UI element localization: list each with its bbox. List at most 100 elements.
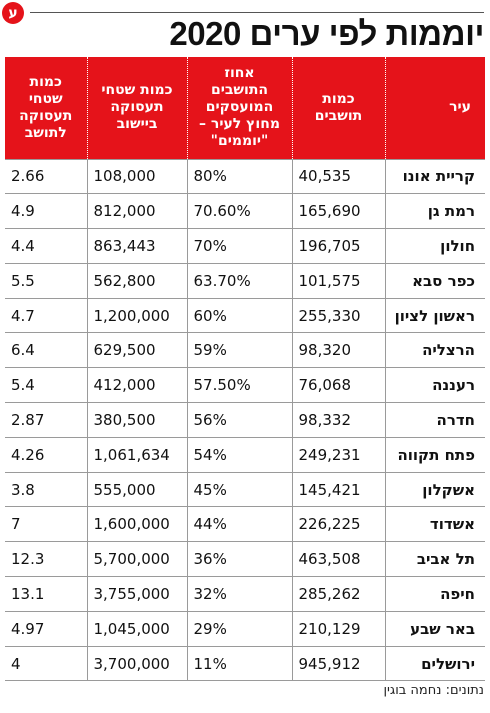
cell-area-per-resident: 3.8 [5,471,87,507]
table-row: פתח תקווה 249,231 54% 1,061,634 4.26 [5,436,485,473]
cell-employment-area: 108,000 [86,158,187,194]
cell-employment-area: 562,800 [86,262,187,299]
commuters-table: עיר כמות תושבים אחוז התושבים המועסקים מח… [5,57,485,682]
table-row: חולון 196,705 70% 863,443 4.4 [5,228,485,264]
cell-area-per-resident: 4.9 [5,193,87,229]
cell-city: אשדוד [384,506,485,542]
cell-city: ירושלים [384,645,485,682]
cell-population: 40,535 [291,158,385,194]
cell-commuter-pct: 70% [186,228,292,264]
cell-area-per-resident: 2.66 [5,158,87,194]
cell-population: 463,508 [291,541,385,577]
cell-population: 196,705 [291,228,385,264]
cell-city: כפר סבא [384,262,485,299]
cell-city: הרצליה [384,332,485,368]
table-row: אשדוד 226,225 44% 1,600,000 7 [5,506,485,542]
cell-employment-area: 1,061,634 [86,436,187,473]
cell-population: 945,912 [291,645,385,682]
cell-area-per-resident: 2.87 [5,402,87,438]
table-header: עיר כמות תושבים אחוז התושבים המועסקים מח… [5,57,485,159]
cell-commuter-pct: 63.70% [186,262,292,299]
cell-population: 101,575 [291,262,385,299]
cell-city: באר שבע [384,610,485,647]
cell-commuter-pct: 29% [186,610,292,647]
cell-city: ראשון לציון [384,297,485,333]
cell-commuter-pct: 36% [186,541,292,577]
cell-employment-area: 1,045,000 [86,610,187,647]
table-row: באר שבע 210,129 29% 1,045,000 4.97 [5,610,485,647]
source-credit: נתונים: נחמה בוגין [383,683,484,698]
cell-area-per-resident: 4.7 [5,297,87,333]
cell-area-per-resident: 4.4 [5,228,87,264]
cell-population: 76,068 [291,367,385,403]
header-city: עיר [384,57,485,159]
cell-employment-area: 3,700,000 [86,645,187,682]
table-row: קריית אונו 40,535 80% 108,000 2.66 [5,158,485,194]
cell-area-per-resident: 6.4 [5,332,87,368]
top-divider [30,12,484,13]
table-row: חיפה 285,262 32% 3,755,000 13.1 [5,576,485,612]
cell-employment-area: 1,600,000 [86,506,187,542]
cell-commuter-pct: 59% [186,332,292,368]
header-area-per-resident: כמות שטחי תעסוקה לתושב [5,57,87,159]
cell-employment-area: 812,000 [86,193,187,229]
table-row: ירושלים 945,912 11% 3,700,000 4 [5,645,485,682]
table-row: רעננה 76,068 57.50% 412,000 5.4 [5,367,485,403]
cell-city: חולון [384,228,485,264]
header-population: כמות תושבים [291,57,385,159]
cell-area-per-resident: 5.4 [5,367,87,403]
cell-city: פתח תקווה [384,436,485,473]
cell-commuter-pct: 44% [186,506,292,542]
cell-city: תל אביב [384,541,485,577]
header-commuter-pct: אחוז התושבים המועסקים מחוץ לעיר – "יוממי… [186,57,292,159]
table-row: תל אביב 463,508 36% 5,700,000 12.3 [5,541,485,577]
cell-population: 210,129 [291,610,385,647]
cell-employment-area: 629,500 [86,332,187,368]
table-row: אשקלון 145,421 45% 555,000 3.8 [5,471,485,507]
cell-population: 249,231 [291,436,385,473]
table-row: הרצליה 98,320 59% 629,500 6.4 [5,332,485,368]
cell-population: 145,421 [291,471,385,507]
cell-commuter-pct: 11% [186,645,292,682]
cell-city: קריית אונו [384,158,485,194]
table-row: ראשון לציון 255,330 60% 1,200,000 4.7 [5,297,485,333]
cell-area-per-resident: 5.5 [5,262,87,299]
cell-area-per-resident: 13.1 [5,576,87,612]
cell-population: 255,330 [291,297,385,333]
table-row: חדרה 98,332 56% 380,500 2.87 [5,402,485,438]
cell-city: רעננה [384,367,485,403]
cell-employment-area: 863,443 [86,228,187,264]
cell-employment-area: 412,000 [86,367,187,403]
cell-employment-area: 5,700,000 [86,541,187,577]
cell-population: 226,225 [291,506,385,542]
cell-employment-area: 3,755,000 [86,576,187,612]
cell-commuter-pct: 54% [186,436,292,473]
cell-commuter-pct: 45% [186,471,292,507]
cell-commuter-pct: 57.50% [186,367,292,403]
cell-population: 165,690 [291,193,385,229]
publisher-logo: ע [2,2,24,24]
cell-commuter-pct: 56% [186,402,292,438]
cell-commuter-pct: 80% [186,158,292,194]
header-employment-area: כמות שטחי תעסוקה ביישוב [86,57,187,159]
cell-area-per-resident: 4.26 [5,436,87,473]
cell-area-per-resident: 7 [5,506,87,542]
cell-commuter-pct: 70.60% [186,193,292,229]
cell-city: חדרה [384,402,485,438]
cell-population: 98,320 [291,332,385,368]
header-row: עיר כמות תושבים אחוז התושבים המועסקים מח… [5,57,485,159]
table-row: כפר סבא 101,575 63.70% 562,800 5.5 [5,262,485,299]
table-row: רמת גן 165,690 70.60% 812,000 4.9 [5,193,485,229]
cell-city: רמת גן [384,193,485,229]
cell-population: 285,262 [291,576,385,612]
cell-city: חיפה [384,576,485,612]
cell-commuter-pct: 32% [186,576,292,612]
cell-area-per-resident: 4 [5,645,87,682]
cell-employment-area: 555,000 [86,471,187,507]
cell-area-per-resident: 4.97 [5,610,87,647]
cell-employment-area: 380,500 [86,402,187,438]
cell-employment-area: 1,200,000 [86,297,187,333]
cell-commuter-pct: 60% [186,297,292,333]
cell-population: 98,332 [291,402,385,438]
table-body: קריית אונו 40,535 80% 108,000 2.66 רמת גן 165,… [5,158,485,682]
